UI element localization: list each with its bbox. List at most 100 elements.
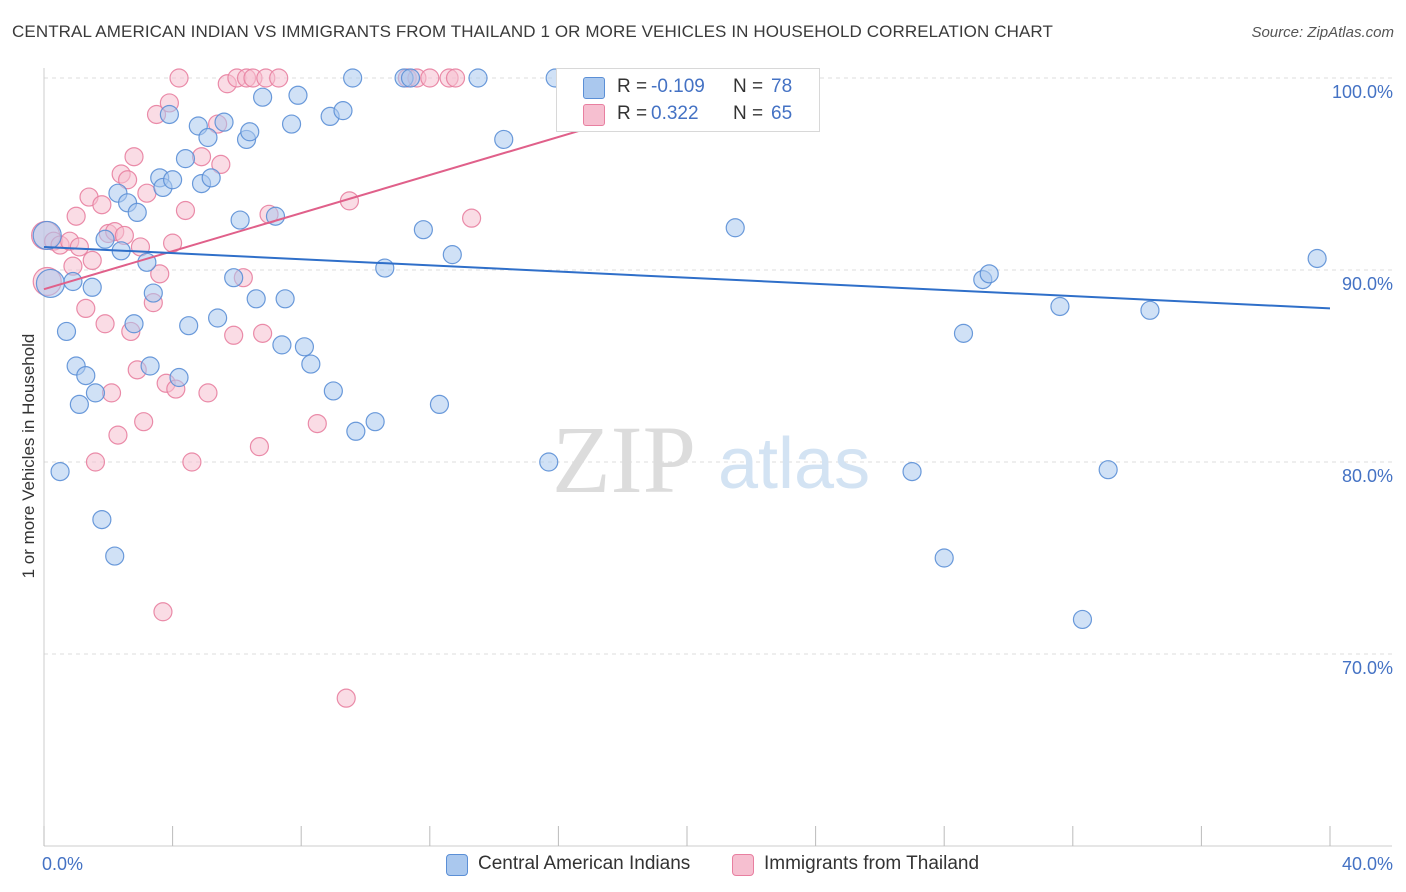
central-american-point: [95, 229, 115, 249]
legend-r-value: -0.109: [651, 76, 705, 97]
thailand-point: [69, 237, 89, 257]
central-american-point: [69, 394, 89, 414]
legend-label: Central American Indians: [478, 853, 691, 874]
legend-swatch-blue: [583, 77, 605, 99]
central-american-point: [429, 394, 450, 414]
x-tick-label: 0.0%: [42, 854, 83, 874]
central-american-point: [979, 264, 999, 284]
central-american-point: [159, 104, 179, 125]
thailand-point: [445, 68, 466, 88]
thailand-point: [336, 688, 356, 708]
thailand-point: [191, 147, 212, 167]
central-american-point: [275, 289, 295, 309]
y-tick-label: 80.0%: [1342, 466, 1393, 486]
central-american-point: [246, 289, 266, 309]
thailand-point: [253, 323, 273, 343]
thailand-point: [249, 437, 270, 457]
central-american-point: [272, 335, 292, 355]
thailand-point: [169, 68, 189, 88]
central-american-point: [253, 87, 273, 107]
central-american-point: [56, 321, 77, 342]
central-american-point: [346, 421, 366, 441]
thailand-point: [198, 383, 218, 403]
central-american-point: [32, 220, 62, 251]
y-tick-label: 90.0%: [1342, 274, 1393, 294]
central-american-point: [92, 509, 112, 530]
central-american-point: [224, 268, 244, 288]
thailand-point: [117, 170, 138, 190]
central-american-point: [400, 68, 421, 88]
gridlines: [44, 77, 1392, 655]
axes: [43, 68, 1392, 847]
central-american-point: [163, 170, 183, 190]
thailand-point: [150, 264, 170, 284]
central-american-point: [294, 337, 315, 357]
legend-n-value: 78: [771, 76, 793, 97]
central-american-point: [105, 546, 125, 566]
legend-n-label: N =: [733, 76, 764, 97]
y-axis-label: 1 or more Vehicles in Household: [19, 334, 38, 579]
central-american-point: [85, 383, 106, 403]
central-american-point: [281, 114, 302, 134]
central-american-point: [301, 354, 321, 374]
central-american-point: [413, 220, 433, 240]
y-tick-labels: 100.0% 90.0% 80.0% 70.0%: [1332, 82, 1393, 678]
trendline-central-american: [43, 245, 1331, 310]
x-tick-labels: 0.0% 40.0%: [42, 854, 1393, 874]
central-american-point: [934, 548, 954, 568]
series-central-american-points: [32, 68, 1327, 630]
central-american-point: [1098, 460, 1118, 480]
thailand-point: [211, 154, 231, 174]
thailand-point: [224, 325, 244, 345]
legend-n-label: N =: [733, 103, 764, 124]
central-american-point: [230, 210, 250, 230]
central-american-point: [201, 168, 221, 188]
thailand-point: [66, 206, 86, 226]
thailand-point: [153, 602, 173, 622]
thailand-point: [101, 383, 122, 403]
series-thailand-points: [31, 68, 768, 708]
y-tick-label: 70.0%: [1342, 658, 1393, 678]
central-american-point: [468, 68, 488, 88]
thailand-point: [124, 147, 144, 167]
thailand-point: [134, 412, 154, 432]
series-legend: Central American Indians Immigrants from…: [0, 852, 1406, 878]
central-american-point: [265, 206, 286, 226]
x-tick-label: 40.0%: [1342, 854, 1393, 874]
central-american-point: [82, 277, 102, 297]
central-american-point: [288, 85, 308, 105]
legend-n-value: 65: [771, 103, 793, 124]
central-american-point: [442, 245, 462, 265]
thailand-point: [108, 425, 128, 445]
thailand-point: [95, 314, 115, 334]
central-american-point: [208, 308, 228, 328]
thailand-point: [269, 68, 289, 88]
legend-row-pink: R = 0.322 N = 65: [557, 101, 819, 127]
central-american-point: [323, 381, 343, 401]
central-american-point: [179, 316, 199, 336]
thailand-point: [82, 250, 102, 270]
legend-row-blue: R = -0.109 N = 78: [557, 74, 819, 100]
central-american-point: [50, 462, 70, 482]
thailand-point: [137, 183, 157, 203]
thailand-point: [182, 452, 202, 472]
central-american-point: [902, 462, 922, 482]
legend-swatch-pink: [732, 854, 754, 876]
thailand-point: [175, 200, 196, 221]
chart-title: CENTRAL AMERICAN INDIAN VS IMMIGRANTS FR…: [12, 22, 1053, 41]
central-american-point: [1072, 609, 1093, 630]
central-american-point: [124, 314, 144, 334]
central-american-point: [375, 258, 395, 278]
central-american-point: [140, 356, 160, 376]
legend-swatch-pink: [583, 104, 605, 126]
thailand-point: [85, 452, 106, 472]
central-american-point: [1140, 300, 1160, 320]
thailand-point: [92, 195, 112, 215]
central-american-point: [365, 412, 385, 432]
central-american-point: [1307, 248, 1327, 269]
central-american-point: [343, 68, 363, 88]
central-american-point: [198, 127, 218, 148]
legend-r-label: R =: [617, 103, 648, 124]
central-american-point: [953, 323, 974, 343]
